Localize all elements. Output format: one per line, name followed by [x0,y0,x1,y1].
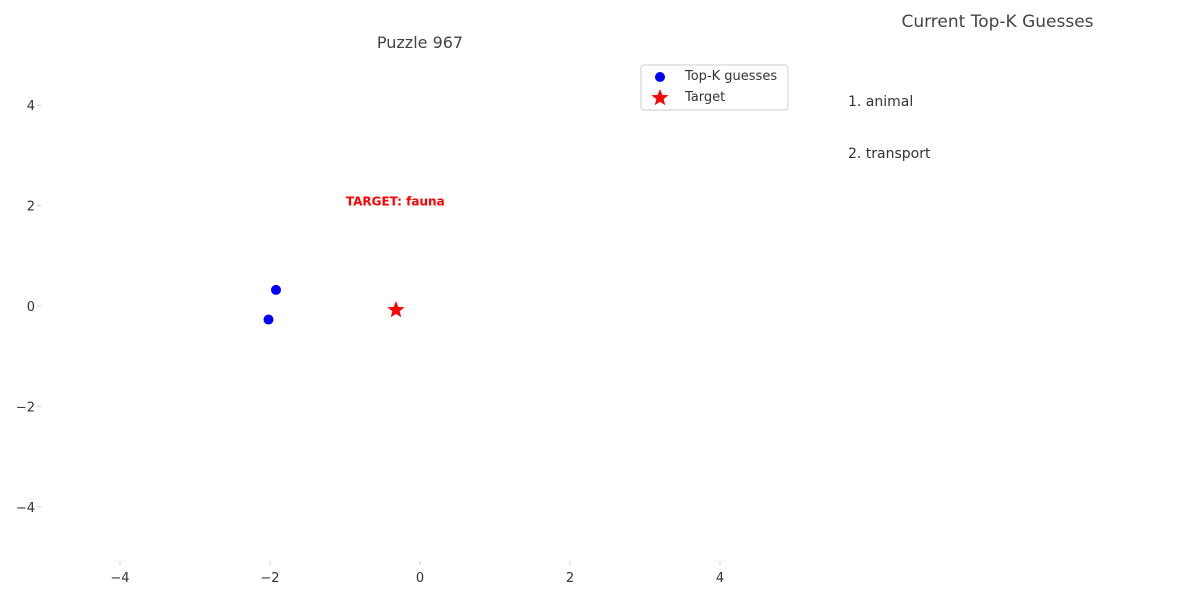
chart-legend: Top-K guesses Target [640,64,789,111]
x-tick-label: 4 [716,571,724,586]
y-axis-ticks: 4 2 0 −2 −4 [16,99,41,516]
y-tick-label: 4 [27,99,35,114]
chart-title: Puzzle 967 [377,33,463,52]
legend-box [640,64,789,111]
y-tick-label: −4 [16,501,35,516]
y-tick-label: 2 [27,200,35,215]
x-axis-ticks: −4 −2 0 2 4 [110,561,724,586]
top-k-guess-list: 1. animal 2. transport [848,92,931,196]
legend-target-marker [651,89,669,106]
guess-point [263,314,274,325]
legend-target-label: Target [684,90,725,105]
guess-item: 2. transport [848,146,931,162]
legend-guess-label: Top-K guesses [684,69,777,84]
x-tick-label: 2 [566,571,574,586]
guess-item: 1. animal [848,94,914,110]
guess-point [271,284,281,295]
data-points [263,284,405,325]
top-k-panel-title: Current Top-K Guesses [901,12,1094,32]
x-tick-label: 0 [416,571,424,586]
x-tick-label: −2 [260,571,279,586]
x-tick-label: −4 [110,571,129,586]
legend-guess-marker [655,72,665,82]
target-star-marker [387,301,405,318]
y-tick-label: −2 [16,400,35,415]
target-annotation: TARGET: fauna [346,195,445,209]
y-tick-label: 0 [27,300,35,315]
